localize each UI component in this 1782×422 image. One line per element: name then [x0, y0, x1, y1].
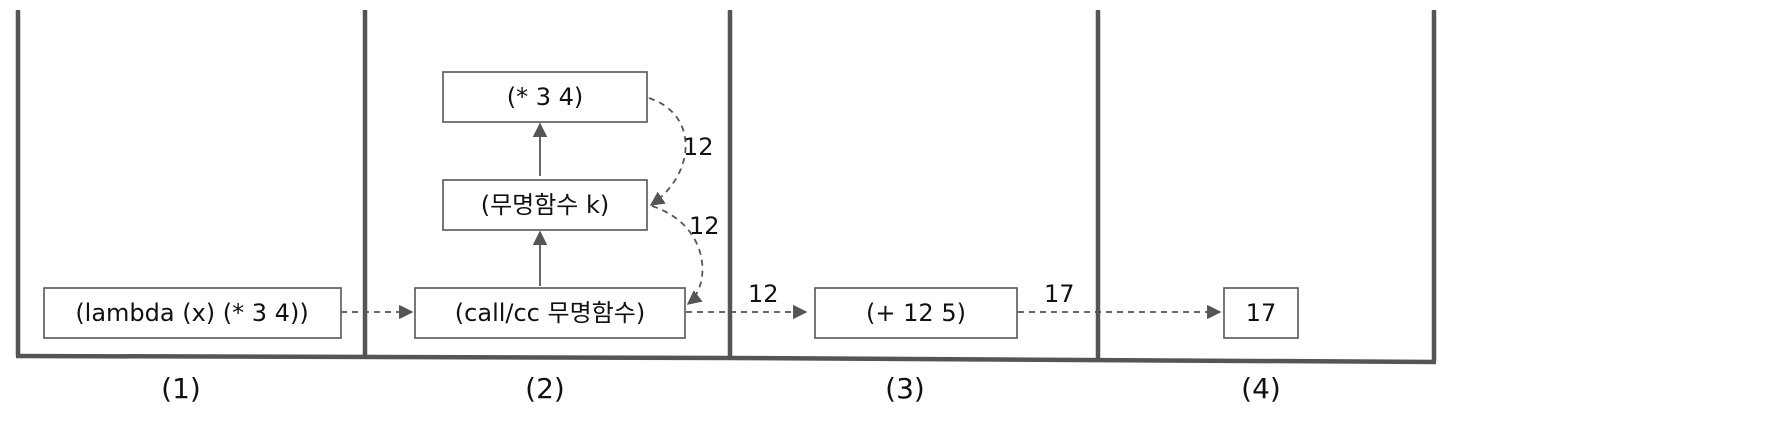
column-label-2: (2)	[525, 372, 565, 405]
node-mul: (* 3 4)	[442, 71, 648, 123]
edge-label-anon-k-to-callcc: 12	[689, 212, 720, 240]
node-anon-k-label: (무명함수 k)	[481, 191, 610, 219]
edge-label-add-to-result: 17	[1044, 280, 1075, 308]
node-add: (+ 12 5)	[814, 287, 1018, 339]
edge-label-mul-to-anon-k: 12	[683, 133, 714, 161]
node-anon-k: (무명함수 k)	[442, 179, 648, 231]
node-lambda-label: (lambda (x) (* 3 4))	[75, 299, 308, 327]
arrow-anon-k-to-callcc	[651, 205, 704, 305]
edge-label-callcc-to-add: 12	[748, 280, 779, 308]
node-add-label: (+ 12 5)	[866, 299, 966, 327]
node-callcc: (call/cc 무명함수)	[414, 287, 686, 339]
node-result-label: 17	[1246, 299, 1277, 327]
node-result: 17	[1223, 287, 1299, 339]
arrow-mul-to-anon-k	[648, 97, 687, 206]
column-frame	[15, 10, 1437, 365]
column-label-4: (4)	[1241, 372, 1281, 405]
node-mul-label: (* 3 4)	[507, 83, 584, 111]
column-label-1: (1)	[161, 372, 201, 405]
node-callcc-label: (call/cc 무명함수)	[455, 299, 645, 327]
node-lambda: (lambda (x) (* 3 4))	[43, 287, 342, 339]
column-label-3: (3)	[885, 372, 925, 405]
